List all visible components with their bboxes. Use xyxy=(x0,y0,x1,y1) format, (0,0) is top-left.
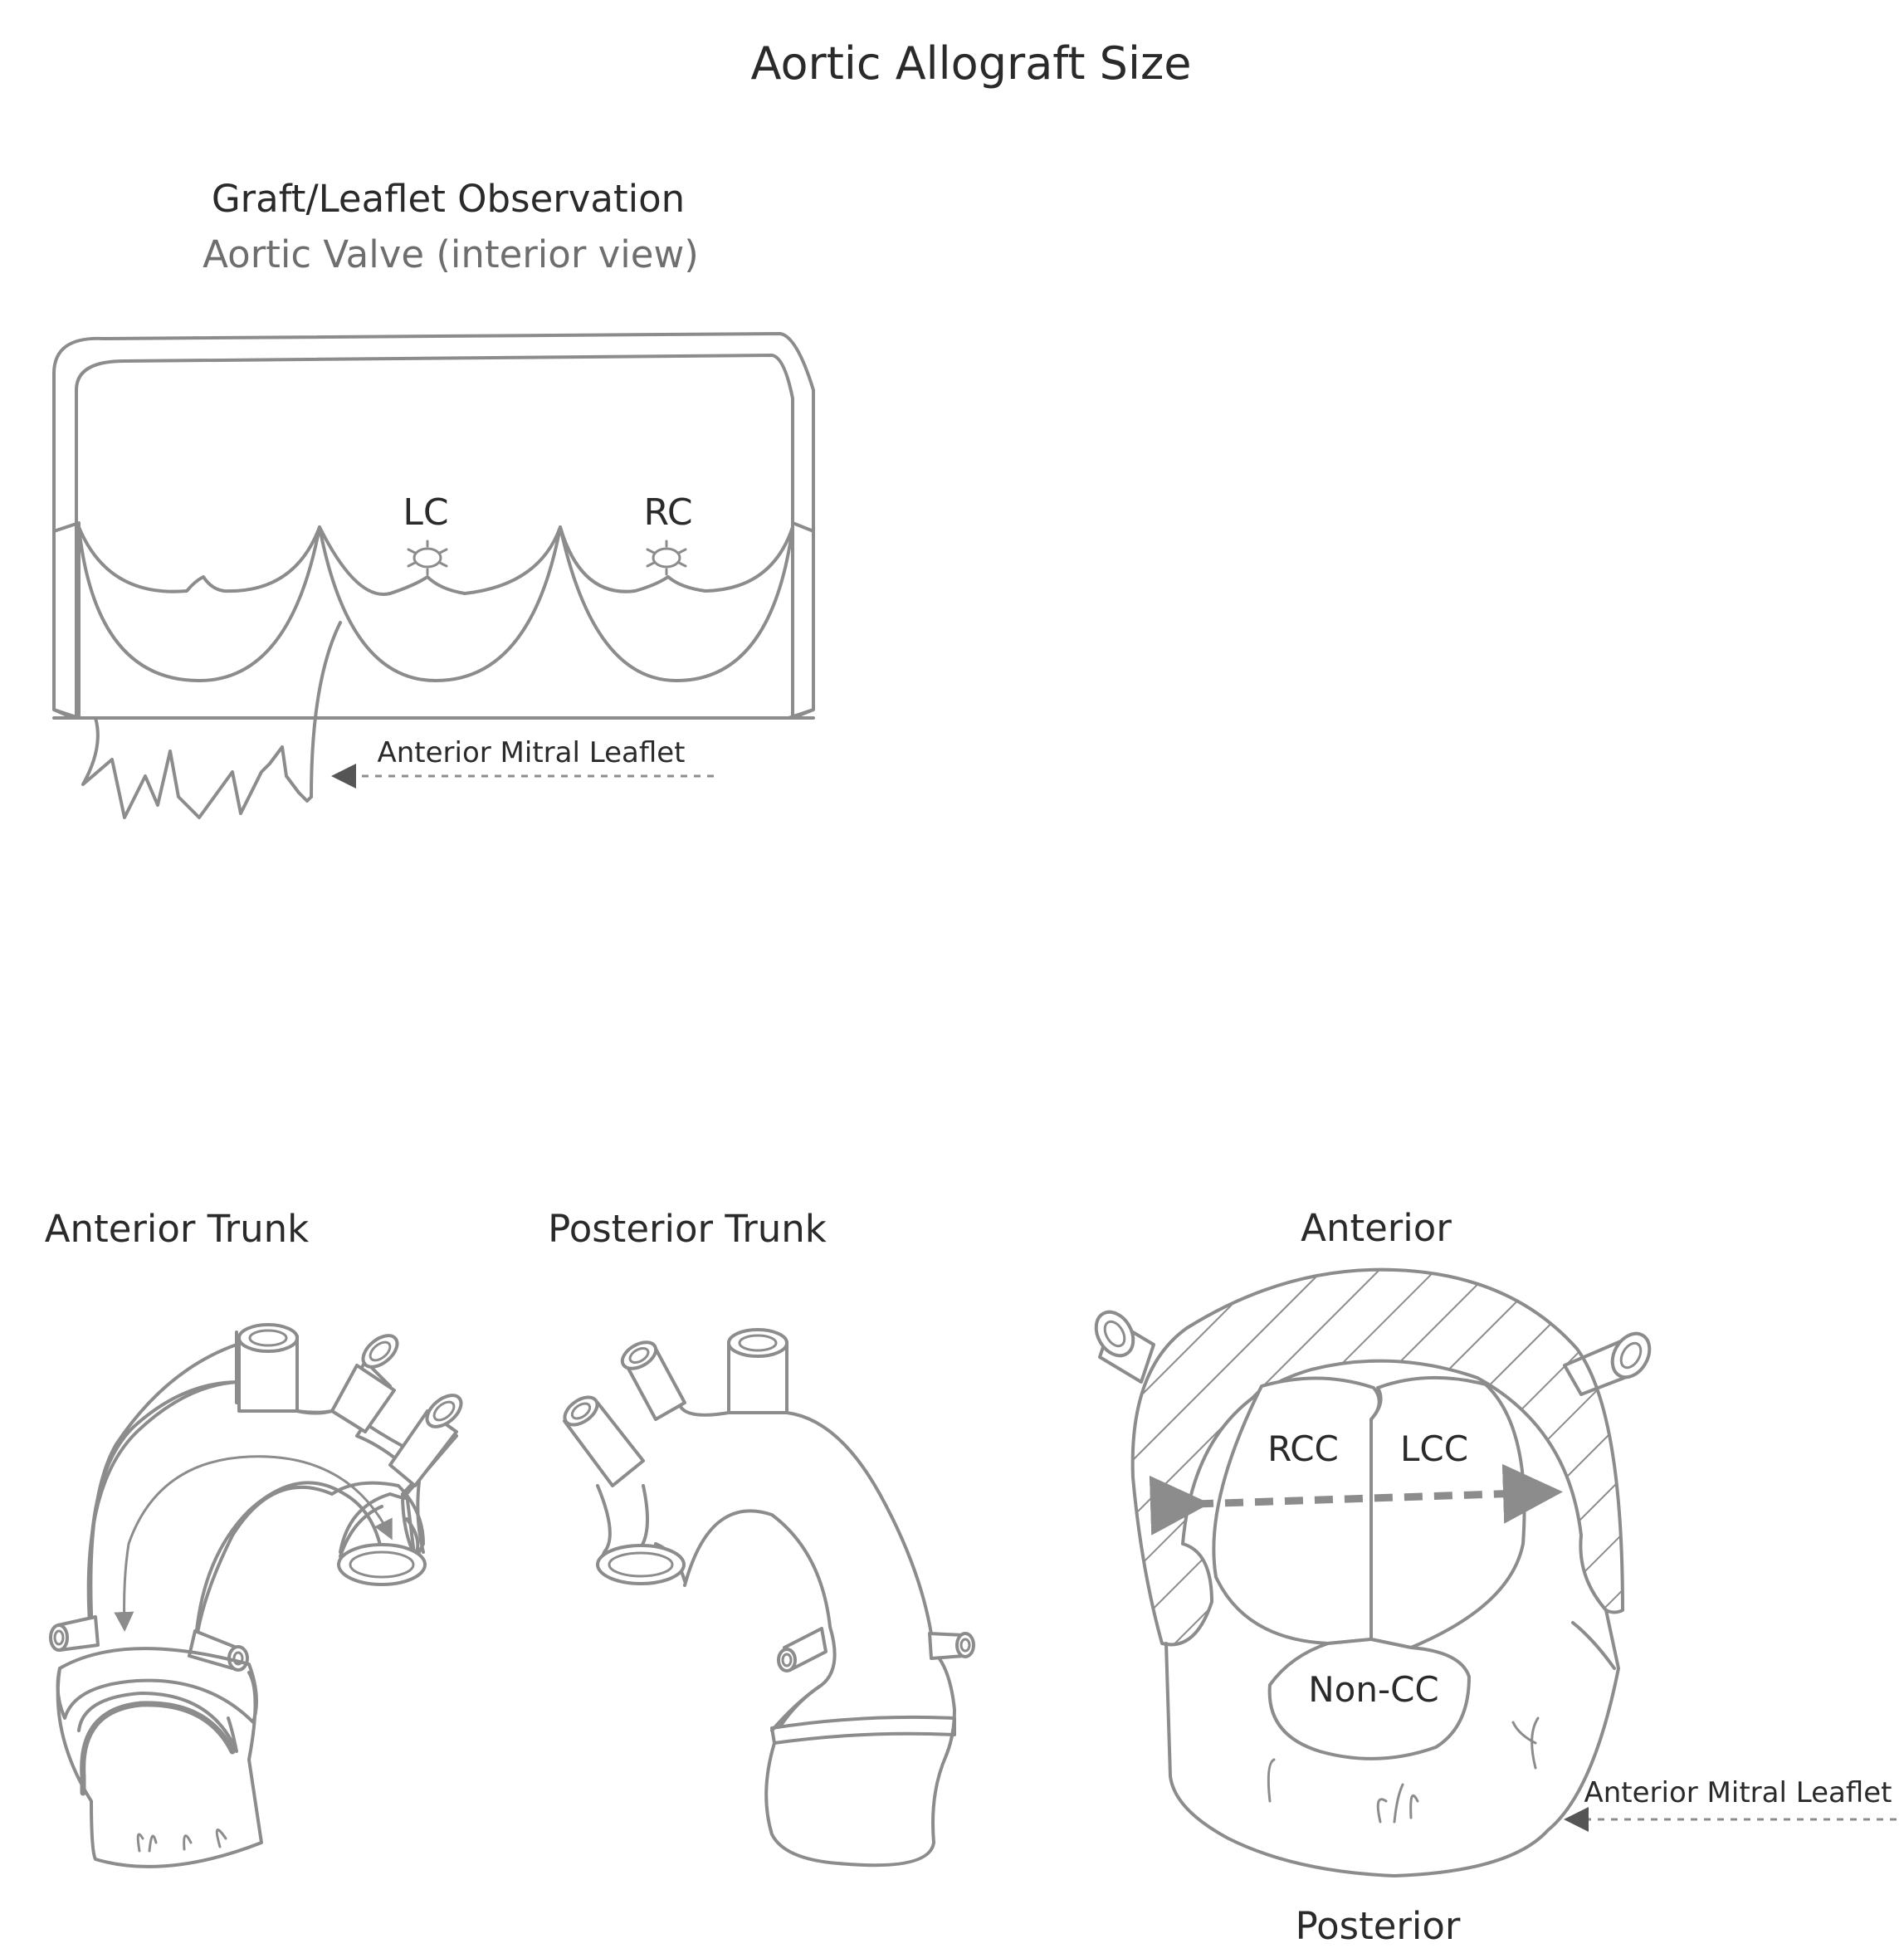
label-anterior: Anterior xyxy=(1301,1206,1452,1250)
anterior-trunk-outline xyxy=(89,1382,456,1652)
label-lc: LC xyxy=(403,491,448,534)
at-mitral-tendons xyxy=(138,1830,226,1851)
diagram-title: Aortic Allograft Size xyxy=(750,37,1191,90)
pt-arch-opening xyxy=(598,1545,684,1584)
graft-inner-wall xyxy=(76,355,793,718)
pt-root-ring xyxy=(772,1717,954,1743)
pt-left-branch xyxy=(560,1392,643,1486)
label-lcc: LCC xyxy=(1400,1428,1468,1469)
at-left-coronary-stub xyxy=(51,1617,98,1650)
graft-right-hatch xyxy=(793,523,813,718)
posterior-trunk-heading: Posterior Trunk xyxy=(548,1207,827,1251)
graft-panel-heading: Graft/Leaflet Observation xyxy=(212,177,685,221)
graft-leaflet-panel: Graft/Leaflet Observation Aortic Valve (… xyxy=(54,177,813,818)
posterior-trunk-panel: Posterior Trunk xyxy=(548,1207,974,1865)
annulus-view-panel: Anterior Posterior RCC LCC Non-CC Anteri… xyxy=(1089,1206,1897,1948)
mitral-leaflet-stem xyxy=(311,623,340,797)
at-right-coronary-stub xyxy=(189,1631,247,1670)
pt-left-coronary-stub xyxy=(779,1628,826,1671)
at-aortic-root xyxy=(58,1668,261,1867)
label-posterior: Posterior xyxy=(1296,1904,1461,1948)
av-cusp-lcc xyxy=(1371,1378,1525,1648)
pt-right-coronary-stub xyxy=(930,1633,974,1658)
valve-sinus-curves xyxy=(79,527,793,594)
label-rcc: RCC xyxy=(1267,1428,1339,1469)
mitral-leaflet-fringe xyxy=(83,718,311,818)
at-brachiocephalic-opening xyxy=(239,1325,297,1351)
at-carotid-vessel xyxy=(332,1330,403,1432)
at-descending-opening xyxy=(339,1545,425,1584)
graft-panel-subheading: Aortic Valve (interior view) xyxy=(203,232,699,276)
label-anterior-mitral-leaflet-bottom: Anterior Mitral Leaflet xyxy=(1584,1776,1892,1809)
anterior-trunk-heading: Anterior Trunk xyxy=(45,1207,309,1251)
av-left-vessel xyxy=(1089,1306,1154,1382)
label-anterior-mitral-leaflet-top: Anterior Mitral Leaflet xyxy=(377,736,685,769)
label-noncc: Non-CC xyxy=(1308,1669,1439,1710)
pt-top-branch xyxy=(729,1330,787,1413)
av-cusp-rcc xyxy=(1213,1378,1379,1643)
rc-ostium-icon xyxy=(647,541,686,574)
anterior-trunk-panel: Anterior Trunk xyxy=(45,1207,467,1867)
lc-ostium-icon xyxy=(408,541,447,574)
label-rc: RC xyxy=(643,491,692,534)
pt-middle-branch xyxy=(618,1337,685,1419)
